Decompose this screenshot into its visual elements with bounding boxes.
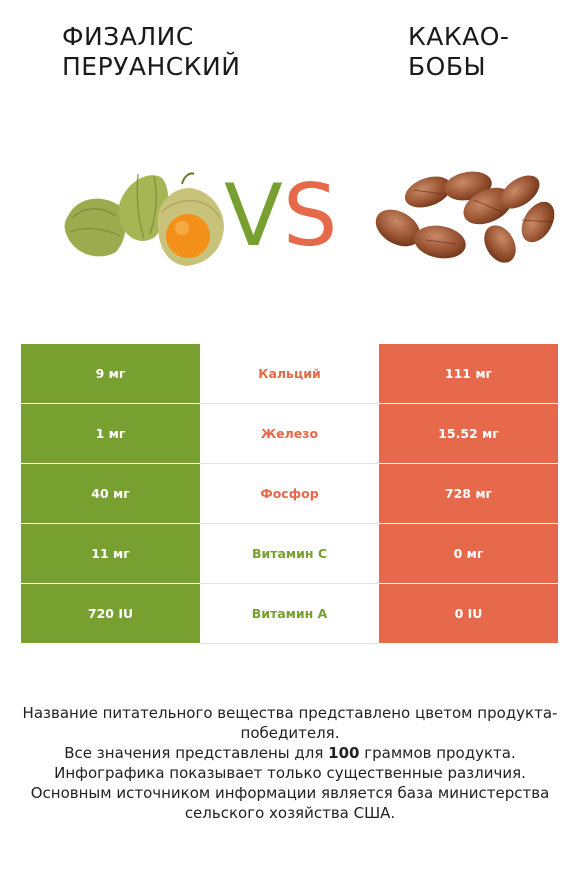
footer-line-2-bold: 100	[328, 744, 360, 762]
footer-line-2: Все значения представлены для 100 граммо…	[20, 743, 560, 763]
left-value: 11 мг	[21, 523, 200, 584]
table-row: 1 мг Железо 15.52 мг	[21, 403, 558, 464]
nutrient-name: Кальций	[200, 344, 379, 404]
right-value: 15.52 мг	[379, 403, 558, 464]
right-value: 0 мг	[379, 523, 558, 584]
right-value: 111 мг	[379, 344, 558, 404]
left-value: 40 мг	[21, 463, 200, 524]
left-product-title: Физалис перуанский	[62, 22, 241, 81]
footer-line-4: Основным источником информации является …	[30, 784, 550, 822]
left-value: 720 IU	[21, 583, 200, 644]
footer-line-1: Название питательного вещества представл…	[22, 704, 558, 742]
left-value: 9 мг	[21, 344, 200, 404]
footer-line-3: Инфографика показывает только существенн…	[54, 764, 526, 782]
nutrient-name: Фосфор	[200, 463, 379, 524]
right-value: 728 мг	[379, 463, 558, 524]
footer-line-2-pre: Все значения представлены для	[64, 744, 329, 762]
table-row: 9 мг Кальций 111 мг	[21, 344, 558, 404]
right-product-title: Какао- бобы	[408, 22, 510, 81]
comparison-table: 9 мг Кальций 111 мг 1 мг Железо 15.52 мг 40 мг…	[21, 344, 558, 644]
footer-notes: Название питательного вещества представл…	[20, 703, 560, 823]
vs-label: VS	[224, 166, 337, 266]
cacao-beans-image	[375, 171, 555, 263]
footer-line-2-post: граммов продукта.	[359, 744, 516, 762]
nutrient-name: Железо	[200, 403, 379, 464]
physalis-image	[64, 172, 224, 266]
left-value: 1 мг	[21, 403, 200, 464]
nutrient-name: Витамин C	[200, 523, 379, 584]
table-row: 40 мг Фосфор 728 мг	[21, 463, 558, 524]
nutrient-name: Витамин A	[200, 583, 379, 644]
vs-s: S	[282, 166, 338, 266]
right-value: 0 IU	[379, 583, 558, 644]
vs-v: V	[224, 166, 283, 266]
